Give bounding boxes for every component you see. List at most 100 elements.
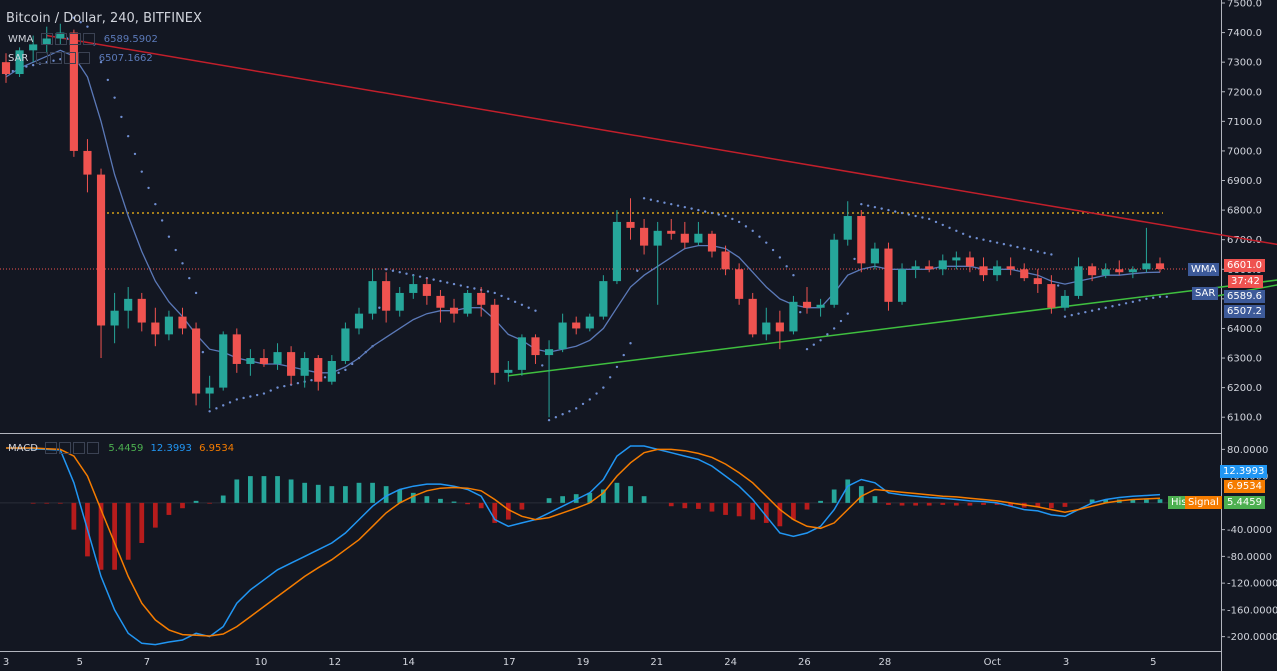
candle-body [897, 269, 907, 302]
sar-dot [52, 59, 55, 62]
sar-dot [459, 284, 463, 287]
sar-dot [296, 381, 300, 385]
sar-indicator-legend[interactable]: SAR 6507.1662 [8, 52, 153, 64]
candle-body [354, 313, 364, 329]
candle-body [585, 316, 594, 329]
candle-body [287, 352, 296, 376]
candle-body [572, 322, 581, 329]
candle-body [789, 301, 798, 332]
countdown-tag: 37:42 [1228, 275, 1263, 288]
chart-title: Bitcoin / Dollar, 240, BITFINEX [6, 11, 202, 26]
sar-dot [595, 392, 598, 395]
eye-icon[interactable] [35, 52, 48, 64]
macd-tick-label: -80.0000 [1227, 552, 1272, 563]
sar-dot [194, 291, 198, 295]
sar-dot [744, 225, 748, 228]
wma-price-tag: 6589.6 [1224, 290, 1265, 303]
candle-body [259, 358, 269, 364]
candle-body [1047, 284, 1056, 308]
candle-body [802, 301, 812, 308]
more-icon[interactable] [63, 52, 76, 64]
candle-body [952, 257, 961, 261]
candle-body [178, 316, 187, 329]
sar-dot [208, 410, 211, 413]
sar-dot [188, 276, 191, 280]
wma-indicator-legend[interactable]: WMA 6589.5902 [8, 33, 158, 45]
price-tick-label: 7400.0 [1227, 28, 1262, 39]
candle-body [612, 221, 622, 282]
sar-dot [982, 238, 985, 241]
sar-dot [703, 210, 707, 213]
sar-dot [894, 210, 897, 213]
macd-tick-label: 80.0000 [1227, 445, 1268, 456]
candle-body [694, 233, 703, 243]
sar-dot [948, 226, 951, 230]
sar-dot [554, 416, 558, 419]
sar-dot [201, 350, 205, 354]
candle-body [137, 298, 146, 323]
price-tick-label: 6900.0 [1227, 176, 1262, 187]
wma-label: WMA [8, 34, 34, 45]
candle-body [816, 304, 825, 308]
sar-dot [228, 401, 232, 404]
candle-body [735, 269, 744, 299]
eye-icon[interactable] [40, 33, 53, 45]
settings-icon[interactable] [49, 52, 62, 64]
sar-dot [928, 217, 931, 221]
sar-dot [269, 389, 272, 392]
sar-dot [1165, 295, 1168, 298]
candle-body [477, 292, 486, 305]
time-tick-label: 26 [798, 657, 811, 668]
macd-line [6, 445, 1161, 646]
sar-dot [1002, 242, 1006, 246]
candle-body [517, 337, 526, 370]
settings-icon[interactable] [54, 33, 67, 45]
resistance-trendline [46, 34, 1277, 246]
sar-dot [255, 393, 259, 397]
sar-dot [690, 207, 693, 210]
sar-dot [1138, 299, 1141, 302]
sar-dot [1070, 313, 1073, 317]
sar-dot [812, 343, 815, 346]
sar-dot [873, 205, 877, 209]
sar-dot [534, 309, 537, 312]
sar-dot [839, 319, 843, 323]
macd-tick-label: -200.0000 [1227, 632, 1277, 643]
sar-dot [99, 60, 103, 64]
time-tick-label: 17 [503, 657, 516, 668]
sar-dot [439, 279, 442, 283]
sar-dot [398, 271, 401, 274]
sar-dot [432, 278, 435, 281]
sar-dot [792, 273, 795, 277]
sar-dot [147, 186, 150, 190]
price-tick-label: 7500.0 [1227, 0, 1262, 10]
sar-dot [486, 290, 490, 293]
sar-dot [934, 220, 938, 224]
hist-label-tag: His [1168, 496, 1190, 509]
time-tick-label: 21 [650, 657, 663, 668]
sar-dot [955, 229, 958, 233]
settings-icon[interactable] [59, 442, 72, 454]
sar-dot [222, 404, 225, 407]
price-tick-label: 6100.0 [1227, 413, 1262, 424]
close-icon[interactable] [82, 33, 95, 45]
close-icon[interactable] [87, 442, 100, 454]
candle-body [979, 266, 988, 276]
sar-dot [86, 25, 89, 28]
close-icon[interactable] [77, 52, 90, 64]
candle-body [191, 328, 201, 394]
price-tick-label: 7000.0 [1227, 146, 1262, 157]
sar-dot [961, 232, 965, 235]
eye-icon[interactable] [45, 442, 58, 454]
more-icon[interactable] [68, 33, 81, 45]
candle-body [993, 266, 1002, 276]
more-icon[interactable] [73, 442, 86, 454]
macd-signal-value: 6.9534 [199, 443, 235, 454]
candle-body [721, 251, 730, 270]
macd-indicator-legend[interactable]: MACD 5.4459 12.3993 6.9534 [8, 442, 234, 454]
sar-dot [989, 239, 992, 243]
wma-value: 6589.5902 [103, 34, 158, 45]
candle-body [1115, 269, 1124, 273]
price-tick-label: 7300.0 [1227, 58, 1262, 69]
